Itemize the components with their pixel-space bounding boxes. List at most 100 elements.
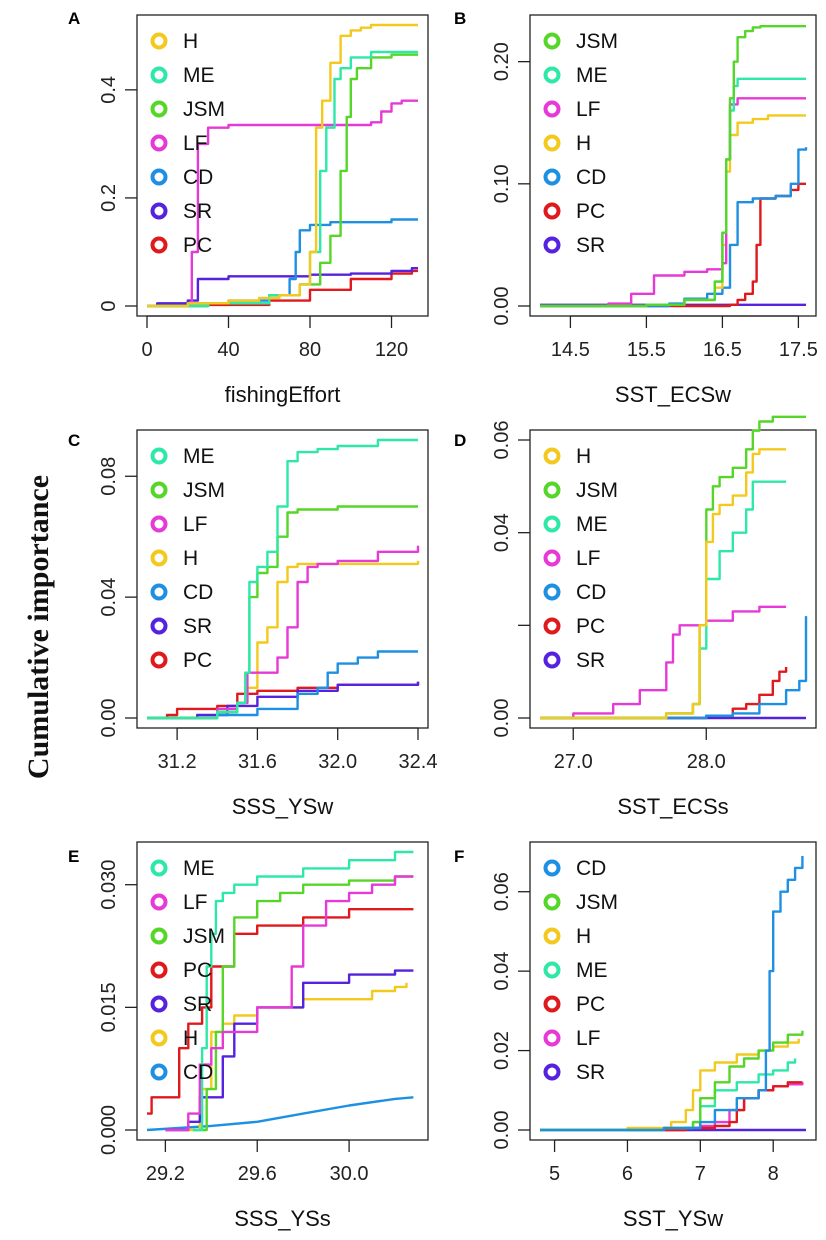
legend-marker [150,927,168,945]
y-tick-label: 0.00 [491,1111,513,1150]
series-line-PC [540,1081,803,1132]
legend-label: LF [183,513,208,536]
legend-marker [150,515,168,533]
legend-marker [543,1063,561,1081]
series-line-SR [147,681,420,720]
legend-label: CD [183,166,213,189]
legend-marker [150,134,168,152]
legend-label: H [576,445,591,468]
legend-label: ME [576,513,608,536]
plot-frame [136,429,429,729]
x-tick-label: 32.0 [318,751,357,773]
legend-marker [150,651,168,669]
x-tick-label: 40 [217,339,239,361]
series-line-CD [146,1096,414,1132]
legend-marker [543,995,561,1013]
legend-label: SR [183,993,212,1016]
series-line-LF [540,605,787,720]
legend-label: LF [576,98,601,121]
y-tick-label: 0.00 [98,699,120,738]
legend-label: SR [183,615,212,638]
y-tick-label: 0.06 [491,872,513,911]
series-line-H [188,982,408,1132]
legend-marker [150,481,168,499]
legend-marker [543,134,561,152]
legend-label: ME [576,64,608,87]
legend-label: ME [183,445,215,468]
legend-label: SR [576,234,605,257]
y-tick-label: 0.000 [98,1105,120,1155]
plot-frame [529,841,817,1141]
panel-A: A 0 40 80 120 0 0.2 0.4 fishingEffort H ME JSM LF CD S… [68,9,429,407]
legend-marker [150,1029,168,1047]
plot-frame [529,14,817,317]
x-tick-label: 16.5 [703,339,742,361]
legend-marker [150,236,168,254]
legend-label: H [183,30,198,53]
x-tick-label: 29.6 [238,1163,277,1185]
legend-label: H [576,925,591,948]
legend-marker [543,927,561,945]
legend-label: SR [183,200,212,223]
y-tick-label: 0.015 [98,982,120,1032]
panel-label: F [454,847,464,866]
x-tick-label: 5 [549,1163,560,1185]
legend-marker [150,617,168,635]
series-line-CD [540,616,808,720]
series-line-LF [165,875,414,1132]
panel-label: D [454,431,466,450]
x-tick-label: 31.6 [238,751,277,773]
series-line-CD [147,650,418,720]
y-tick-label: 0 [98,300,120,311]
legend-marker [543,893,561,911]
x-axis-label: fishingEffort [225,382,341,407]
x-tick-label: 31.2 [158,751,197,773]
x-axis-label: SST_ECSw [615,382,731,407]
legend-label: JSM [183,98,225,121]
series-line-PC [147,681,420,720]
y-tick-label: 0.2 [98,184,120,212]
series-line-JSM [540,1030,804,1132]
legend-label: JSM [183,925,225,948]
legend-marker [150,961,168,979]
x-tick-label: 29.2 [146,1163,185,1185]
legend-label: H [576,132,591,155]
legend-label: CD [576,581,606,604]
panel-F: F 5 6 7 8 0.00 0.02 0.04 0.06 SST_YSw CD JSM H ME PC LF… [454,841,817,1231]
x-tick-label: 28.0 [687,751,726,773]
legend-marker [543,100,561,118]
series-line-JSM [540,25,806,308]
legend-marker [543,1029,561,1047]
figure-ylabel: Cumulative importance [22,475,55,779]
legend-label: H [183,547,198,570]
x-tick-label: 120 [375,339,408,361]
y-tick-label: 0.20 [491,42,513,81]
panel-label: E [68,847,79,866]
x-tick-label: 30.0 [330,1163,369,1185]
x-tick-label: 17.5 [779,339,818,361]
legend-marker [543,651,561,669]
panel-label: A [68,9,80,28]
y-tick-label: 0.10 [491,164,513,203]
x-tick-label: 8 [768,1163,779,1185]
series-line-JSM [147,505,418,720]
legend-marker [150,100,168,118]
legend-label: PC [183,234,212,257]
legend-label: CD [183,1061,213,1084]
legend-marker [150,447,168,465]
legend-marker [543,481,561,499]
x-tick-label: 7 [695,1163,706,1185]
legend-marker [150,859,168,877]
legend-marker [543,202,561,220]
panel-B: B 14.5 15.5 16.5 17.5 0.00 0.10 0.20 SST_ECSw JSM… [454,9,818,407]
series-line-JSM [192,875,414,1132]
y-tick-label: 0.00 [491,287,513,326]
legend-marker [543,859,561,877]
legend-label: LF [576,1027,601,1050]
legend-label: ME [183,857,215,880]
panels: A0 40 80 12000.20.4fishingEffortHMEJSMLFCDS… [68,9,818,1231]
legend-label: LF [576,547,601,570]
legend-marker [150,1063,168,1081]
panel-label: C [68,431,80,450]
